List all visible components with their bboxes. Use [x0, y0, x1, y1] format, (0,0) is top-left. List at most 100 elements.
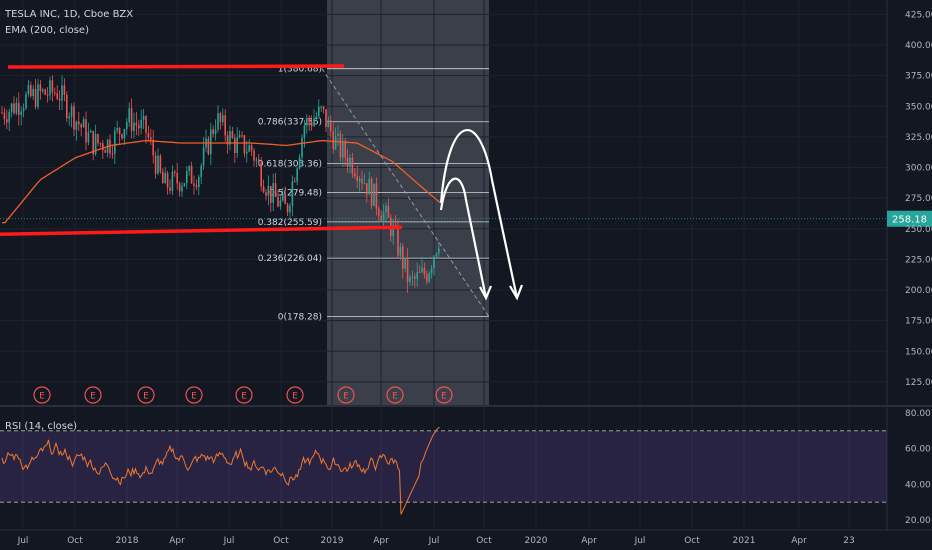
candle-body [409, 276, 411, 282]
candle-body [6, 119, 8, 123]
candle-body [51, 80, 54, 93]
candle-body [349, 157, 351, 167]
projection-zone [327, 0, 489, 405]
candle-body [39, 84, 42, 92]
candle-body [8, 111, 10, 123]
earnings-label: E [392, 392, 398, 402]
candle-body [94, 134, 97, 155]
earnings-label: E [90, 392, 96, 402]
candle-body [430, 268, 433, 274]
candle-body [289, 205, 291, 213]
candle-body [370, 178, 373, 206]
candle-body [202, 147, 205, 166]
candle-body [99, 143, 102, 145]
candle-body [164, 172, 166, 184]
candle-body [310, 122, 313, 127]
candle-body [188, 166, 190, 172]
candle-body [282, 194, 284, 201]
earnings-label: E [191, 392, 197, 402]
candle-body [70, 106, 73, 117]
candle-body [109, 139, 111, 154]
trend-diagonal [321, 68, 490, 317]
candle-body [294, 181, 296, 183]
earnings-label: E [343, 392, 349, 402]
candle-body [238, 135, 241, 138]
price-axis-label: 300.00 [905, 164, 932, 174]
rsi-axis-label: 80.00 [905, 409, 931, 419]
candle-body [411, 276, 414, 278]
earnings-marker: E [137, 386, 155, 404]
earnings-label: E [143, 392, 149, 402]
projection-arc-outer [439, 129, 519, 299]
candle-body [327, 120, 330, 127]
candle-body [15, 102, 18, 114]
candle-body [37, 84, 39, 107]
candle-body [378, 208, 380, 216]
candle-body [102, 143, 104, 151]
candle-body [78, 121, 80, 125]
price-axis-label: 275.00 [905, 194, 932, 204]
candle-body [402, 246, 404, 269]
ema-legend[interactable]: EMA (200, close) [5, 25, 89, 36]
earnings-label: E [441, 392, 447, 402]
time-axis-label: Apr [791, 536, 807, 546]
time-axis-label: Jul [634, 536, 646, 546]
price-axis-label: 425.00 [905, 10, 932, 20]
candle-body [330, 120, 332, 132]
candle-body [140, 119, 142, 129]
candle-body [438, 248, 440, 254]
candle-body [49, 80, 51, 96]
last-price-label: 258.18 [892, 215, 927, 226]
candle-body [301, 137, 303, 158]
candle-body [176, 173, 178, 184]
candle-body [142, 116, 145, 120]
candle-body [193, 183, 195, 186]
candle-body [325, 109, 327, 127]
candle-body [308, 118, 310, 123]
symbol-title[interactable]: TESLA INC, 1D, Cboe BZX [5, 9, 134, 20]
time-axis-label: Oct [476, 536, 492, 546]
candle-body [313, 118, 315, 127]
candle-body [346, 157, 349, 167]
price-candles [1, 75, 440, 293]
candle-body [159, 155, 162, 172]
candle-body [97, 134, 99, 144]
candle-body [145, 116, 147, 133]
candle-body [178, 183, 181, 192]
candle-body [435, 253, 438, 257]
candle-body [226, 135, 229, 145]
candle-body [291, 181, 294, 206]
earnings-marker: E [337, 386, 355, 404]
rsi-axis-label: 60.00 [905, 445, 931, 455]
candle-body [181, 186, 183, 192]
candle-body [241, 135, 243, 137]
rsi-legend[interactable]: RSI (14, close) [5, 421, 78, 432]
candle-body [85, 119, 87, 143]
candle-body [392, 224, 394, 237]
price-axis-label: 125.00 [905, 378, 932, 388]
candle-body [30, 85, 32, 97]
time-axis-label: Jul [223, 536, 235, 546]
candle-body [34, 89, 37, 107]
support-line [0, 225, 403, 236]
candle-body [18, 102, 20, 115]
candle-body [3, 112, 6, 120]
projection-arrow-outer [509, 284, 524, 301]
candle-body [61, 85, 63, 101]
time-axis-label: 2019 [321, 536, 344, 546]
candle-body [87, 132, 90, 143]
candle-body [104, 150, 106, 153]
candle-body [54, 92, 56, 94]
candle-body [157, 155, 159, 174]
candle-body [387, 205, 390, 218]
candle-body [147, 132, 150, 138]
candle-body [20, 111, 22, 115]
candle-body [258, 159, 260, 163]
price-axis-label: 325.00 [905, 133, 932, 143]
time-axis-label: Oct [273, 536, 289, 546]
candle-body [426, 274, 428, 282]
candle-body [274, 183, 277, 198]
ema-line [2, 139, 441, 224]
